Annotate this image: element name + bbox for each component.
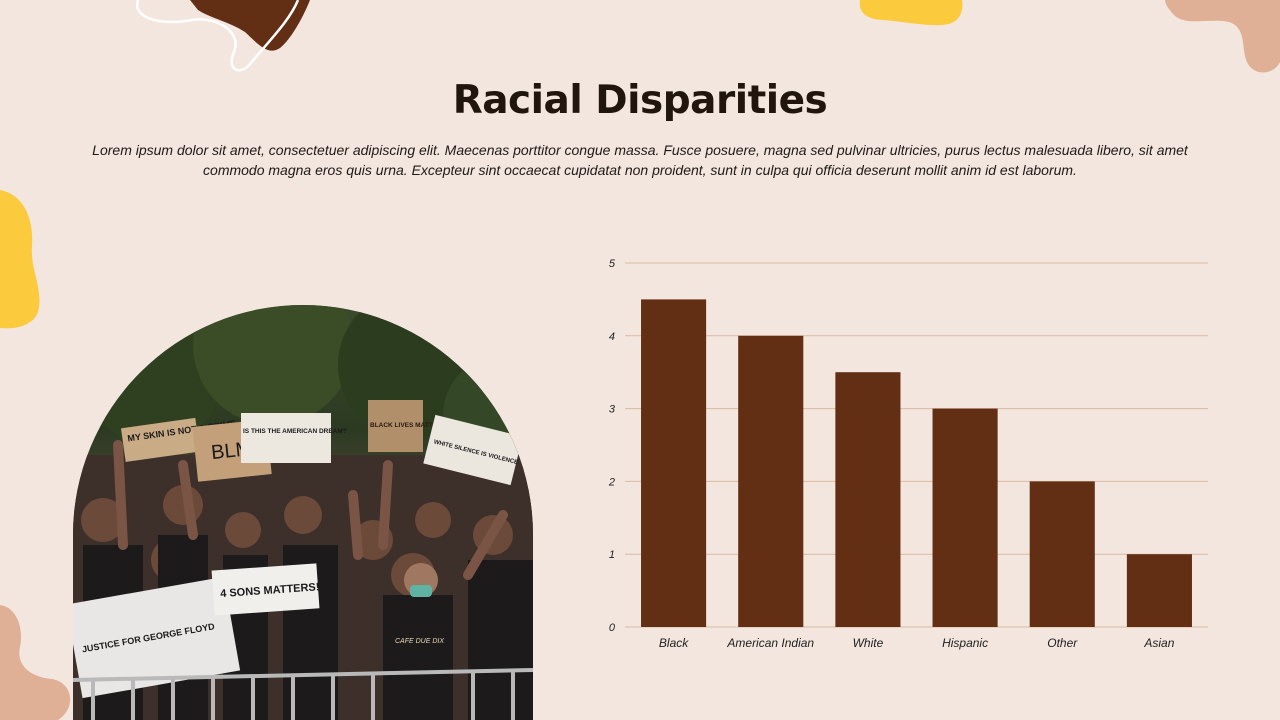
decorative-brown-blob — [135, 0, 310, 72]
protest-signs: MY SKIN IS NOT A CRIME BLM IS THIS THE A… — [73, 400, 523, 699]
x-category-label: Asian — [1143, 636, 1174, 650]
y-tick-label: 2 — [608, 476, 615, 488]
x-category-label: Hispanic — [942, 636, 988, 650]
y-tick-label: 0 — [609, 622, 616, 634]
y-tick-label: 3 — [609, 404, 616, 416]
bar — [738, 335, 804, 627]
decorative-yellow-blob-left — [0, 190, 40, 329]
y-tick-label: 1 — [609, 549, 615, 561]
shirt-text: CAFE DUE DIX — [395, 638, 444, 645]
bar — [1029, 481, 1095, 627]
x-category-label: Other — [1047, 636, 1078, 650]
sign-american-dream: IS THIS THE AMERICAN DREAM? — [243, 428, 347, 435]
decorative-yellow-blob — [859, 0, 963, 26]
x-category-label: Black — [659, 636, 689, 650]
x-category-label: White — [853, 636, 884, 650]
slide-body-text: Lorem ipsum dolor sit amet, consectetuer… — [92, 142, 1188, 178]
bar — [835, 372, 901, 627]
y-tick-label: 4 — [609, 331, 615, 343]
y-tick-label: 5 — [609, 258, 616, 270]
sign-black-lives: BLACK LIVES MATTER — [370, 422, 442, 429]
protest-photo: MY SKIN IS NOT A CRIME BLM IS THIS THE A… — [73, 305, 533, 720]
x-category-label: American Indian — [726, 636, 814, 650]
protest-photo-illustration: MY SKIN IS NOT A CRIME BLM IS THIS THE A… — [73, 305, 533, 720]
decorative-peach-blob-bottom-left — [0, 605, 71, 720]
bar-chart: 0 1 2 3 4 5 Black American Indian White Hispanic O… — [608, 258, 1208, 650]
bar — [1126, 554, 1192, 627]
bar — [641, 299, 707, 627]
decorative-peach-blob-top-right — [1165, 0, 1280, 73]
bar — [932, 408, 998, 627]
slide-title: Racial Disparities — [452, 78, 828, 123]
